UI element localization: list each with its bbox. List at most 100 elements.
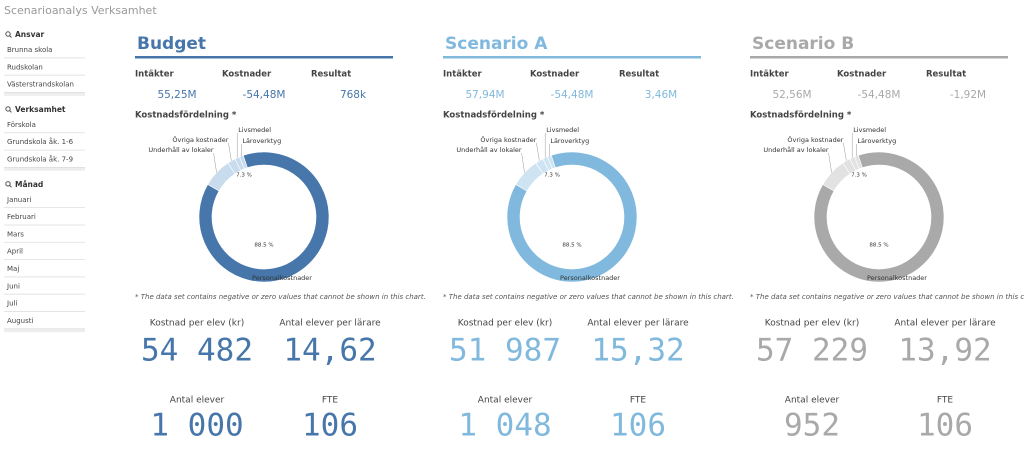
- filter-item[interactable]: [4, 75, 85, 93]
- filter-item[interactable]: [4, 225, 85, 243]
- kpi-value: -54,48M: [551, 89, 594, 101]
- stat-label: Kostnad per elev (kr): [150, 319, 244, 329]
- stat-value: 14,62: [283, 333, 376, 369]
- segment-name: Övriga kostnader: [172, 135, 228, 144]
- filter-item[interactable]: [4, 58, 85, 76]
- stat-value: 1 000: [150, 408, 243, 444]
- kpi-value: 55,25M: [157, 89, 196, 101]
- filter-title: Ansvar: [15, 30, 45, 39]
- stat-value: 15,32: [591, 333, 684, 369]
- filter-item-label[interactable]: Västerstrandskolan: [7, 81, 74, 89]
- segment-name: Personalkostnader: [252, 274, 312, 282]
- section-bar: [4, 167, 85, 171]
- filter-item-label[interactable]: Rudskolan: [7, 63, 43, 71]
- segment-name: Livsmedel: [238, 126, 271, 134]
- kpi-value: -54,48M: [243, 89, 286, 101]
- kpi-value: 768k: [340, 89, 367, 101]
- donut-segment: [506, 151, 638, 283]
- filter-item[interactable]: [4, 242, 85, 260]
- filter-item-label[interactable]: Grundskola åk. 1-6: [7, 137, 74, 146]
- segment-name: Personalkostnader: [867, 274, 927, 282]
- filter-item-label[interactable]: April: [7, 248, 23, 256]
- segment-name: Läroverktyg: [857, 137, 896, 145]
- kpi-label: Resultat: [619, 70, 659, 80]
- segment-label: 88.5 %: [562, 243, 581, 249]
- segment-name: Livsmedel: [546, 126, 579, 134]
- filter-item[interactable]: [4, 294, 85, 312]
- app-title: Scenarioanalys Verksamhet: [4, 4, 157, 17]
- stat-label: Antal elever per lärare: [587, 319, 689, 329]
- filter-item-label[interactable]: Juni: [6, 282, 20, 290]
- search-icon: [5, 31, 11, 37]
- segment-label: 7.3 %: [544, 173, 560, 179]
- filter-item[interactable]: [4, 260, 85, 277]
- filter-item-label[interactable]: Januari: [6, 196, 31, 204]
- kpi-label: Resultat: [311, 70, 351, 80]
- filter-title: Månad: [15, 180, 43, 189]
- leader-line: [228, 142, 232, 161]
- chart-note: * The data set contains negative or zero…: [443, 293, 734, 301]
- filter-item-label[interactable]: Brunna skola: [7, 46, 52, 54]
- search-icon: [5, 106, 11, 112]
- section-bar: [4, 92, 85, 96]
- stat-label: FTE: [630, 396, 647, 406]
- stat-label: FTE: [937, 396, 954, 406]
- segment-name: Livsmedel: [853, 126, 886, 134]
- filter-item[interactable]: [4, 190, 85, 208]
- stat-label: Kostnad per elev (kr): [458, 319, 552, 329]
- filter-item[interactable]: [4, 133, 85, 151]
- stat-label: Antal elever: [478, 396, 533, 406]
- chart-title: Kostnadsfördelning *: [135, 111, 237, 121]
- chart-title: Kostnadsfördelning *: [750, 111, 852, 121]
- stat-label: FTE: [322, 396, 339, 406]
- segment-name: Läroverktyg: [550, 137, 589, 145]
- leader-line: [843, 142, 847, 161]
- search-icon: [5, 181, 11, 187]
- title-underline: [443, 56, 701, 59]
- kpi-value: -1,92M: [950, 89, 986, 101]
- filter-item-label[interactable]: Maj: [7, 265, 19, 273]
- filter-item-label[interactable]: Juli: [6, 300, 17, 308]
- kpi-label: Intäkter: [750, 70, 789, 80]
- chart-title: Kostnadsfördelning *: [443, 111, 545, 121]
- stat-label: Antal elever per lärare: [279, 319, 381, 329]
- stat-label: Antal elever per lärare: [894, 319, 996, 329]
- panel-title: Scenario A: [445, 34, 548, 54]
- stat-label: Kostnad per elev (kr): [765, 319, 859, 329]
- filter-item-label[interactable]: Grundskola åk. 7-9: [7, 155, 73, 164]
- filter-item[interactable]: [4, 115, 85, 133]
- kpi-label: Kostnader: [530, 70, 580, 80]
- filter-item-label[interactable]: Februari: [7, 213, 36, 221]
- chart-note: * The data set contains negative or zero…: [135, 293, 426, 301]
- stat-value: 952: [784, 408, 840, 444]
- filter-item-label[interactable]: Mars: [7, 230, 24, 238]
- title-underline: [750, 56, 1008, 59]
- stat-value: 106: [610, 408, 666, 444]
- segment-name: Personalkostnader: [560, 274, 620, 282]
- stat-value: 106: [302, 408, 358, 444]
- title-underline: [135, 56, 393, 59]
- filter-item[interactable]: [4, 208, 85, 226]
- chart-note: * The data set contains negative or zero…: [750, 293, 1024, 301]
- segment-label: 88.5 %: [869, 243, 888, 249]
- filter-item[interactable]: [4, 311, 85, 329]
- stat-value: 13,92: [898, 333, 991, 369]
- leader-line: [828, 152, 832, 173]
- leader-line: [536, 142, 540, 161]
- kpi-value: -54,48M: [858, 89, 901, 101]
- segment-name: Underhåll av lokaler: [763, 145, 828, 154]
- filter-item-label[interactable]: Förskola: [7, 121, 36, 129]
- filter-item[interactable]: [4, 277, 85, 295]
- segment-name: Underhåll av lokaler: [456, 145, 521, 154]
- filter-item[interactable]: [4, 150, 85, 168]
- stat-value: 57 229: [756, 333, 868, 369]
- filter-item[interactable]: [4, 41, 85, 58]
- stat-value: 1 048: [458, 408, 551, 444]
- segment-label: 7.3 %: [851, 173, 867, 179]
- kpi-value: 57,94M: [465, 89, 504, 101]
- stat-value: 54 482: [141, 333, 253, 369]
- panel-title: Budget: [137, 34, 206, 54]
- filter-item-label[interactable]: Augusti: [7, 317, 33, 325]
